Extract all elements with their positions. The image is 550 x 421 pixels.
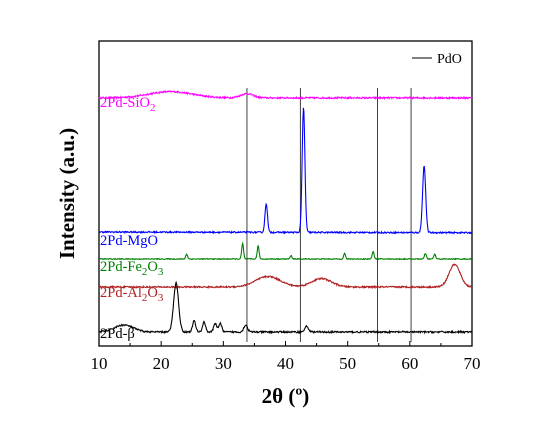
series-label-2Pd-β: 2Pd-β	[100, 326, 135, 342]
x-tick-label-40: 40	[277, 354, 294, 373]
series-line-2Pd-MgO	[98, 107, 473, 235]
x-axis-ticks: 10 20 30 40 50 60 70	[91, 341, 481, 373]
legend-label-pdo: PdO	[437, 52, 462, 67]
x-tick-label-60: 60	[401, 354, 418, 373]
series-labels: 2Pd-SiO2 2Pd-MgO 2Pd-Fe2O3 2Pd-Al2O3 2Pd-β	[100, 95, 164, 342]
legend: PdO	[412, 52, 462, 67]
series-line-2Pd-β	[98, 280, 473, 335]
x-tick-label-30: 30	[215, 354, 232, 373]
reference-lines	[246, 88, 412, 342]
series-label-2Pd-Fe2O3: 2Pd-Fe2O3	[100, 259, 164, 278]
x-tick-label-70: 70	[464, 354, 481, 373]
series-label-2Pd-Al2O3: 2Pd-Al2O3	[100, 285, 164, 304]
series-label-2Pd-MgO: 2Pd-MgO	[100, 233, 158, 249]
x-tick-label-10: 10	[91, 354, 108, 373]
series-line-2Pd-SiO2	[98, 90, 473, 101]
x-tick-label-50: 50	[339, 354, 356, 373]
series-line-2Pd-Fe2O3	[98, 241, 473, 261]
series-label-2Pd-SiO2: 2Pd-SiO2	[100, 95, 155, 114]
y-axis-title: Intensity (a.u.)	[55, 128, 79, 259]
series-group	[98, 90, 473, 335]
series-line-2Pd-Al2O3	[98, 262, 473, 290]
x-axis-title: 2θ (º)	[262, 384, 310, 408]
x-tick-label-20: 20	[153, 354, 170, 373]
